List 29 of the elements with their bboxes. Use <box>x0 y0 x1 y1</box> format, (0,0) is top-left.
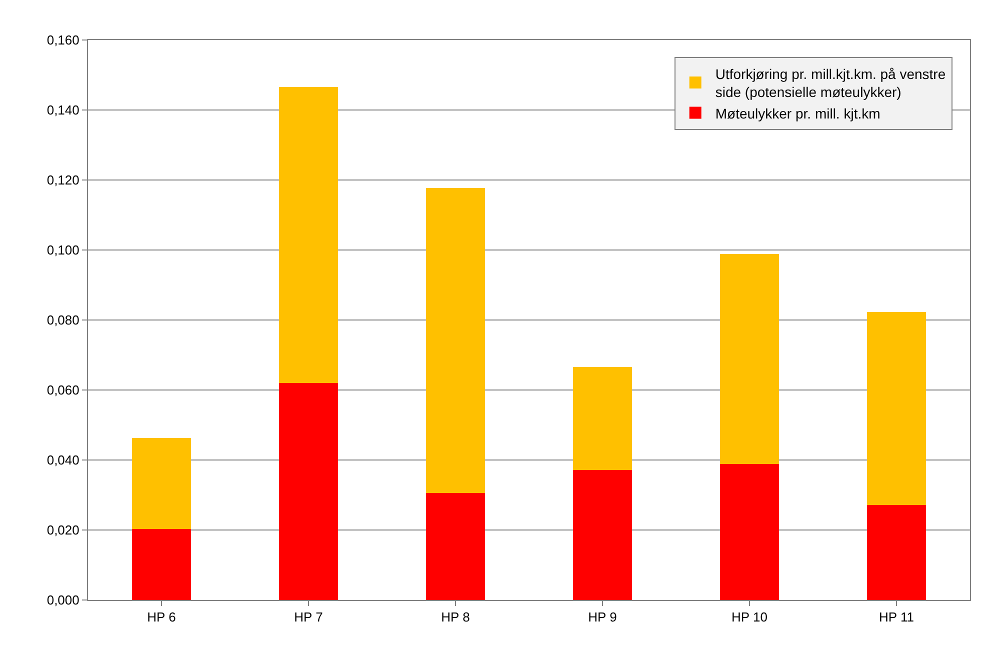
bar <box>279 86 338 383</box>
y-tick-label: 0,060 <box>46 382 80 398</box>
x-tick-label: HP 6 <box>147 610 176 625</box>
legend-label: Møteulykker pr. mill. kjt.km <box>715 105 880 122</box>
bar <box>867 505 926 600</box>
x-tick-label: HP 8 <box>441 610 470 625</box>
bar <box>573 366 632 470</box>
bar <box>720 464 779 600</box>
y-tick-label: 0,040 <box>46 452 80 468</box>
bar <box>132 438 191 529</box>
y-tick-label: 0,120 <box>46 172 80 188</box>
bar <box>132 528 191 600</box>
y-tick-label: 0,080 <box>46 312 80 328</box>
legend-label: Utforkjøring pr. mill.kjt.km. på venstre side (potensielle møteulykker) <box>715 66 946 100</box>
y-tick-label: 0,100 <box>46 242 80 258</box>
x-tick-label: HP 7 <box>294 610 323 625</box>
y-tick-label: 0,140 <box>46 102 80 118</box>
x-tick-label: HP 11 <box>879 610 914 625</box>
x-tick-label: HP 10 <box>732 610 768 625</box>
y-tick-label: 0,000 <box>46 592 80 608</box>
bar <box>279 383 338 600</box>
bar <box>426 492 485 600</box>
bar <box>573 470 632 600</box>
bar <box>426 188 485 493</box>
y-tick-label: 0,160 <box>46 32 80 48</box>
bar <box>867 312 926 506</box>
y-tick-label: 0,020 <box>46 522 80 538</box>
x-tick-label: HP 9 <box>588 610 617 625</box>
bar <box>720 254 779 464</box>
